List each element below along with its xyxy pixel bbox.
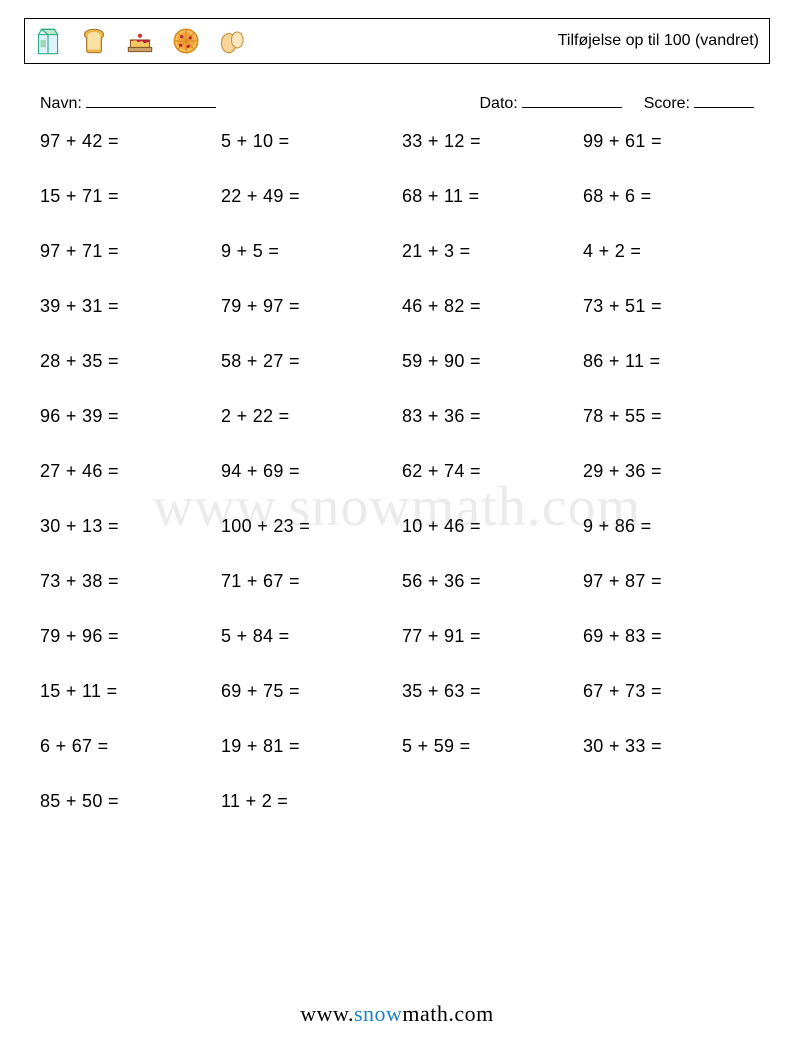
name-label: Navn: [40, 95, 82, 113]
footer-prefix: www. [300, 1001, 354, 1026]
milk-carton-icon [31, 24, 65, 58]
problem: 4 + 2 = [583, 241, 754, 262]
problem: 69 + 83 = [583, 626, 754, 647]
problem: 15 + 71 = [40, 186, 211, 207]
footer-suffix: math.com [402, 1001, 493, 1026]
problem: 79 + 96 = [40, 626, 211, 647]
problem: 9 + 5 = [221, 241, 392, 262]
problem: 9 + 86 = [583, 516, 754, 537]
problem: 67 + 73 = [583, 681, 754, 702]
problem: 11 + 2 = [221, 791, 392, 812]
score-label: Score: [644, 95, 690, 113]
problem: 68 + 11 = [402, 186, 573, 207]
header-icons [31, 24, 249, 58]
problem: 6 + 67 = [40, 736, 211, 757]
problem: 73 + 51 = [583, 296, 754, 317]
problem: 71 + 67 = [221, 571, 392, 592]
problem: 27 + 46 = [40, 461, 211, 482]
problem: 94 + 69 = [221, 461, 392, 482]
problem: 10 + 46 = [402, 516, 573, 537]
problem: 59 + 90 = [402, 351, 573, 372]
problem: 85 + 50 = [40, 791, 211, 812]
problem: 33 + 12 = [402, 131, 573, 152]
problem: 97 + 87 = [583, 571, 754, 592]
problem: 99 + 61 = [583, 131, 754, 152]
problem: 30 + 13 = [40, 516, 211, 537]
problem: 15 + 11 = [40, 681, 211, 702]
problem: 69 + 75 = [221, 681, 392, 702]
problem: 78 + 55 = [583, 406, 754, 427]
problem: 79 + 97 = [221, 296, 392, 317]
problem: 19 + 81 = [221, 736, 392, 757]
pizza-icon [169, 24, 203, 58]
footer-accent: snow [354, 1001, 402, 1026]
problem: 5 + 59 = [402, 736, 573, 757]
problem: 86 + 11 = [583, 351, 754, 372]
problem: 30 + 33 = [583, 736, 754, 757]
problem: 21 + 3 = [402, 241, 573, 262]
score-blank[interactable] [694, 90, 754, 108]
problem: 46 + 82 = [402, 296, 573, 317]
problem: 29 + 36 = [583, 461, 754, 482]
cake-icon [123, 24, 157, 58]
problem: 58 + 27 = [221, 351, 392, 372]
problems-grid: 97 + 42 = 5 + 10 = 33 + 12 = 99 + 61 = 15 + … [40, 131, 754, 812]
problem: 97 + 71 = [40, 241, 211, 262]
problem: 5 + 84 = [221, 626, 392, 647]
worksheet-title: Tilføjelse op til 100 (vandret) [558, 32, 759, 50]
problem: 77 + 91 = [402, 626, 573, 647]
meta-row: Navn: Dato: Score: [40, 90, 754, 113]
problem: 97 + 42 = [40, 131, 211, 152]
header-box: Tilføjelse op til 100 (vandret) [24, 18, 770, 64]
toast-icon [77, 24, 111, 58]
problem: 100 + 23 = [221, 516, 392, 537]
date-label: Dato: [480, 95, 518, 113]
problem: 56 + 36 = [402, 571, 573, 592]
eggs-icon [215, 24, 249, 58]
problem: 5 + 10 = [221, 131, 392, 152]
name-blank[interactable] [86, 90, 216, 108]
problem: 35 + 63 = [402, 681, 573, 702]
problem: 96 + 39 = [40, 406, 211, 427]
problem: 68 + 6 = [583, 186, 754, 207]
problem: 62 + 74 = [402, 461, 573, 482]
problem: 73 + 38 = [40, 571, 211, 592]
problem: 28 + 35 = [40, 351, 211, 372]
date-blank[interactable] [522, 90, 622, 108]
footer-url: www.snowmath.com [0, 1001, 794, 1027]
problem: 39 + 31 = [40, 296, 211, 317]
problem: 2 + 22 = [221, 406, 392, 427]
problem: 22 + 49 = [221, 186, 392, 207]
problem: 83 + 36 = [402, 406, 573, 427]
